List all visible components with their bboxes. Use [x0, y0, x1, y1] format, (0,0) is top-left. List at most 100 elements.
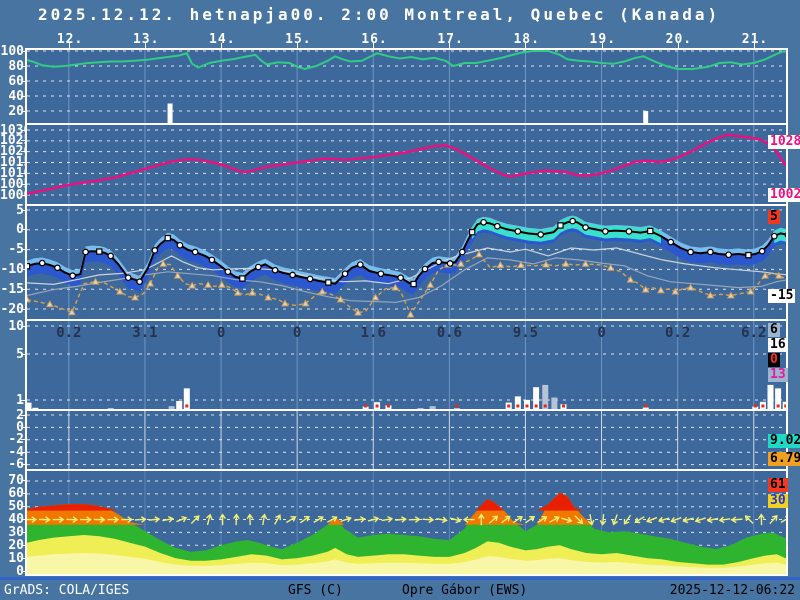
dewpoint-marker: [91, 277, 100, 285]
y-axis-tick-label: 40: [8, 512, 24, 528]
wind-direction-arrow: [611, 514, 618, 526]
y-axis-tick: [21, 183, 25, 185]
temp-band-lower: [27, 221, 786, 295]
extreme-value-label: 1028: [768, 135, 800, 149]
freezing-rain-dot: [386, 404, 390, 408]
dewpoint-marker: [217, 280, 226, 288]
dewpoint-marker: [248, 288, 257, 296]
y-axis-tick-label: 1: [0, 393, 24, 408]
wind-direction-arrow: [80, 516, 92, 523]
freezing-rain-dot: [562, 404, 566, 408]
dewpoint-marker: [391, 283, 400, 291]
freezing-rain-dot: [534, 404, 538, 408]
y-axis-tick: [21, 229, 25, 231]
y-axis-tick-label: 10: [8, 318, 24, 334]
wind-direction-arrow: [436, 516, 448, 524]
y-axis-tick-label: -4: [8, 444, 24, 460]
y-axis-tick-label: 1015: [0, 155, 32, 170]
generated-date: 2025-12-12-06:22: [669, 583, 795, 598]
freezing-rain-dot: [644, 404, 648, 408]
dewpoint-marker: [131, 293, 139, 301]
y-axis-tick: [21, 519, 25, 521]
frame-line: [25, 48, 788, 50]
y-axis-tick-label: 50: [8, 499, 24, 515]
temperature-marker: [224, 268, 232, 276]
temperature-marker: [771, 232, 778, 240]
precip-probability-bar: [167, 103, 173, 123]
dewpoint-marker: [496, 261, 505, 268]
y-axis-tick: [21, 506, 25, 508]
temperature-marker: [493, 222, 501, 230]
daily-precip-total: 0: [217, 325, 225, 341]
wind-direction-arrow: [646, 516, 658, 524]
y-axis-tick-label: 20: [8, 537, 24, 553]
freezing-rain-dot: [455, 404, 459, 408]
precipitation-bar: [523, 399, 530, 409]
daily-precip-total: 9.5: [513, 325, 538, 341]
dewpoint-marker: [426, 280, 435, 288]
freezing-rain-dot: [516, 404, 520, 408]
precipitation-bar: [752, 406, 759, 409]
precipitation-bar: [533, 387, 540, 409]
y-axis-tick: [21, 414, 25, 416]
extreme-value-label: 5: [768, 209, 780, 224]
wind-direction-arrow: [327, 515, 338, 523]
dewpoint-marker: [517, 261, 525, 268]
y-axis-tick-label: -6: [8, 457, 24, 473]
y-axis-tick: [21, 65, 25, 67]
wind-mean-soft-area: [27, 553, 786, 574]
temperature-marker: [191, 248, 199, 256]
y-axis-tick-label: 60: [8, 73, 24, 89]
dewpoint-marker: [542, 260, 550, 268]
dewpoint-marker: [626, 275, 635, 283]
temperature-marker: [557, 222, 564, 229]
temperature-marker: [458, 248, 466, 256]
frame-line: [25, 48, 27, 576]
x-axis-day-label: 16.: [361, 32, 388, 47]
x-axis-tick: [373, 43, 375, 48]
wind-direction-arrow: [718, 516, 731, 524]
x-axis-day-label: 15.: [285, 32, 312, 47]
grads-credit: GrADS: COLA/IGES: [4, 583, 130, 598]
wind-direction-arrow: [93, 516, 106, 524]
y-axis-tick-label: 1010: [0, 165, 32, 181]
dewpoint-marker: [371, 293, 380, 301]
temperature-marker: [537, 231, 544, 238]
wind-direction-arrow: [500, 515, 511, 524]
dewpoint-marker: [606, 263, 615, 271]
extreme-value-label: 6.79: [768, 452, 800, 466]
precipitation-bar: [453, 408, 460, 409]
freezing-rain-dot: [784, 404, 786, 408]
dewpoint-marker: [233, 288, 242, 296]
precipitation-bar: [429, 406, 436, 409]
y-axis-tick-label: -15: [0, 281, 24, 297]
y-axis-tick-label: 60: [8, 486, 24, 502]
y-axis-tick-label: 1020: [0, 144, 32, 160]
extreme-value-label: -15: [768, 288, 796, 303]
wind-direction-arrow: [537, 515, 548, 524]
precipitation-bar: [514, 396, 521, 409]
y-axis-tick-label: 10: [8, 550, 24, 566]
y-axis-tick: [21, 493, 25, 495]
freezing-rain-dot: [507, 404, 511, 408]
wind-direction-arrow: [286, 515, 297, 524]
y-axis-tick-label: 0: [0, 420, 24, 435]
y-axis-tick: [21, 308, 25, 310]
dewpoint-marker: [354, 308, 362, 316]
temperature-marker: [647, 227, 654, 235]
temperature-marker: [107, 252, 115, 260]
wind-direction-arrow: [634, 516, 645, 524]
y-axis-tick-label: 1025: [0, 133, 32, 149]
daily-precip-total: 0: [597, 325, 605, 341]
temperature-marker: [325, 279, 332, 286]
precipitation-bar: [542, 384, 549, 409]
freezing-rain-dot: [375, 404, 379, 408]
freezing-rain-dot: [185, 404, 189, 408]
wind-direction-arrow: [694, 516, 706, 524]
wind-direction-arrow: [395, 516, 407, 523]
temperature-marker: [582, 224, 589, 231]
dewpoint-marker: [641, 285, 650, 293]
wind-direction-arrow: [313, 515, 324, 523]
wind-gust-severe-band: [27, 492, 786, 511]
